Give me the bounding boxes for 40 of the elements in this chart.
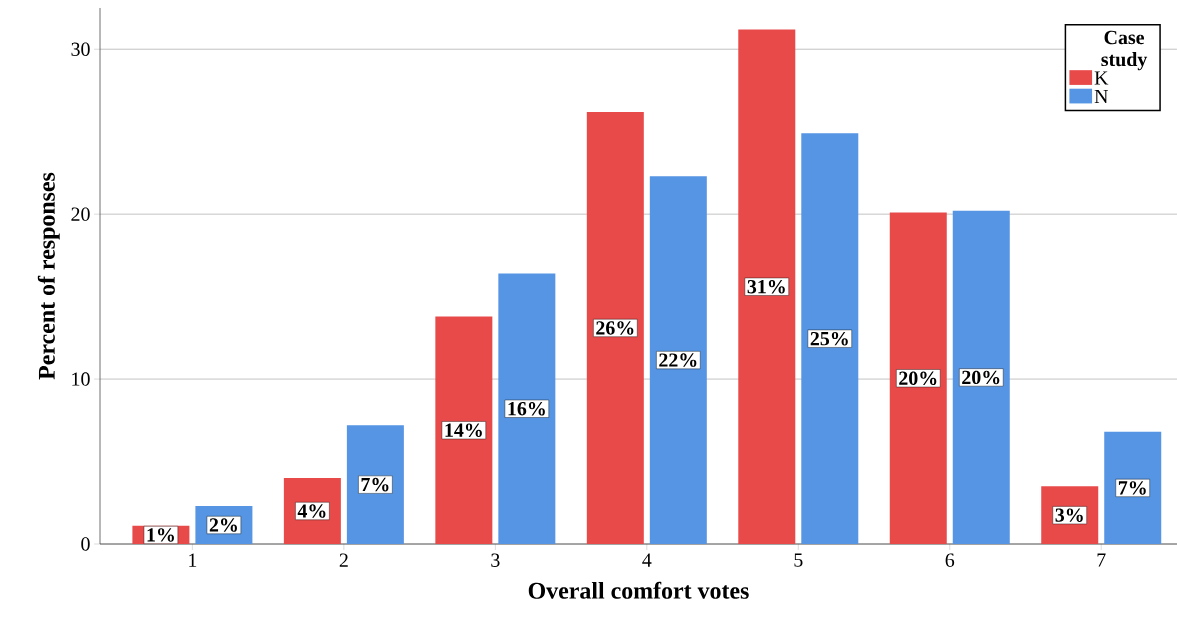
y-tick-label: 30 (71, 42, 90, 56)
x-tick-label: 2 (339, 553, 348, 567)
bar (801, 133, 859, 544)
x-tick-label: 5 (794, 553, 803, 567)
x-tick-label: 3 (491, 553, 500, 567)
data-label: 7% (1118, 481, 1146, 495)
x-tick-label: 7 (1097, 553, 1106, 567)
data-label: 7% (361, 477, 389, 492)
data-label: 26% (596, 321, 634, 335)
data-label: 16% (508, 402, 545, 416)
x-axis-title: Overall comfort votes (528, 581, 749, 599)
data-label: 20% (899, 371, 937, 386)
data-label: 2% (209, 518, 237, 532)
y-tick-label: 10 (72, 372, 90, 386)
bar (738, 29, 796, 544)
legend-label: K (1094, 71, 1109, 85)
y-tick-label: 20 (71, 207, 90, 221)
bar (889, 212, 947, 544)
bar (649, 176, 707, 544)
data-label: 3% (1055, 508, 1083, 522)
bar (1104, 431, 1162, 544)
data-label: 22% (659, 353, 697, 367)
bar (952, 210, 1010, 544)
data-label: 20% (962, 370, 1000, 385)
data-label: 1% (147, 528, 174, 542)
bar (346, 425, 404, 544)
legend-title: Case study (1101, 30, 1148, 71)
data-label: 25% (810, 331, 848, 346)
x-tick-label: 6 (945, 553, 955, 567)
x-tick-label: 4 (642, 553, 652, 567)
x-tick-label: 1 (189, 553, 197, 567)
bar (586, 111, 644, 544)
bar (435, 316, 493, 544)
bar (498, 273, 556, 544)
data-label: 14% (445, 423, 482, 437)
data-label: 31% (747, 279, 785, 294)
legend-label: N (1094, 89, 1109, 103)
y-axis-title: Percent of responses (37, 172, 60, 380)
y-tick-label: 0 (81, 537, 90, 551)
data-label: 4% (297, 504, 326, 518)
